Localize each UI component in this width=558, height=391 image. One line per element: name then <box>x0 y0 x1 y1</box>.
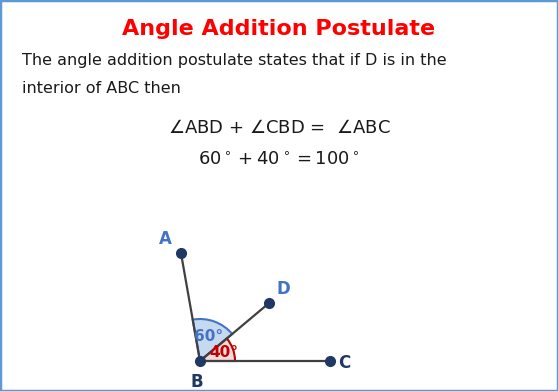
Text: interior of ABC then: interior of ABC then <box>22 81 181 96</box>
Text: $60^\circ + 40^\circ = 100^\circ$: $60^\circ + 40^\circ = 100^\circ$ <box>198 151 360 169</box>
Text: 40°: 40° <box>209 345 238 360</box>
Text: D: D <box>277 280 291 298</box>
Text: 60°: 60° <box>194 329 223 344</box>
Text: Angle Addition Postulate: Angle Addition Postulate <box>122 19 436 39</box>
Text: B: B <box>191 373 203 391</box>
Wedge shape <box>193 319 232 361</box>
Text: A: A <box>159 230 172 248</box>
Wedge shape <box>200 339 235 361</box>
Text: $\angle$ABD + $\angle$CBD =  $\angle$ABC: $\angle$ABD + $\angle$CBD = $\angle$ABC <box>167 119 391 137</box>
Text: The angle addition postulate states that if D is in the: The angle addition postulate states that… <box>22 53 446 68</box>
Text: C: C <box>338 354 350 372</box>
